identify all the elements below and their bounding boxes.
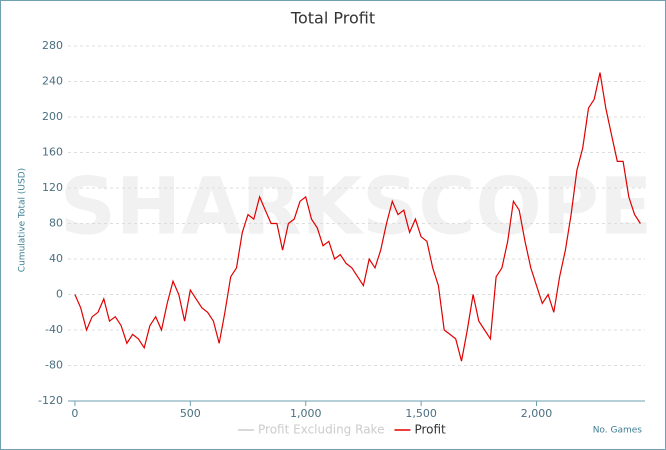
legend-label: Profit — [414, 423, 446, 437]
watermark: SHARKSCOPE — [60, 162, 653, 252]
y-tick-label: -80 — [45, 359, 63, 372]
y-tick-label: 280 — [42, 39, 63, 52]
y-tick-label: 200 — [42, 110, 63, 123]
x-tick-label: 1,000 — [290, 407, 322, 420]
y-tick-label: 40 — [49, 252, 63, 265]
y-axis-label: Cumulative Total (USD) — [18, 168, 28, 272]
x-tick-label: 0 — [71, 407, 78, 420]
x-axis-label: No. Games — [593, 426, 643, 436]
x-tick-label: 2,000 — [521, 407, 553, 420]
x-tick-label: 1,500 — [405, 407, 437, 420]
y-tick-label: 120 — [42, 181, 63, 194]
line-series — [74, 72, 641, 362]
x-tick-label: 500 — [180, 407, 201, 420]
y-tick-label: -40 — [45, 323, 63, 336]
chart-title: Total Profit — [290, 9, 375, 28]
y-tick-label: -120 — [38, 394, 63, 407]
y-tick-label: 0 — [56, 288, 63, 301]
y-tick-label: 240 — [42, 75, 63, 88]
y-tick-label: 80 — [49, 217, 63, 230]
y-tick-label: 160 — [42, 146, 63, 159]
legend-label: Profit Excluding Rake — [258, 423, 384, 437]
